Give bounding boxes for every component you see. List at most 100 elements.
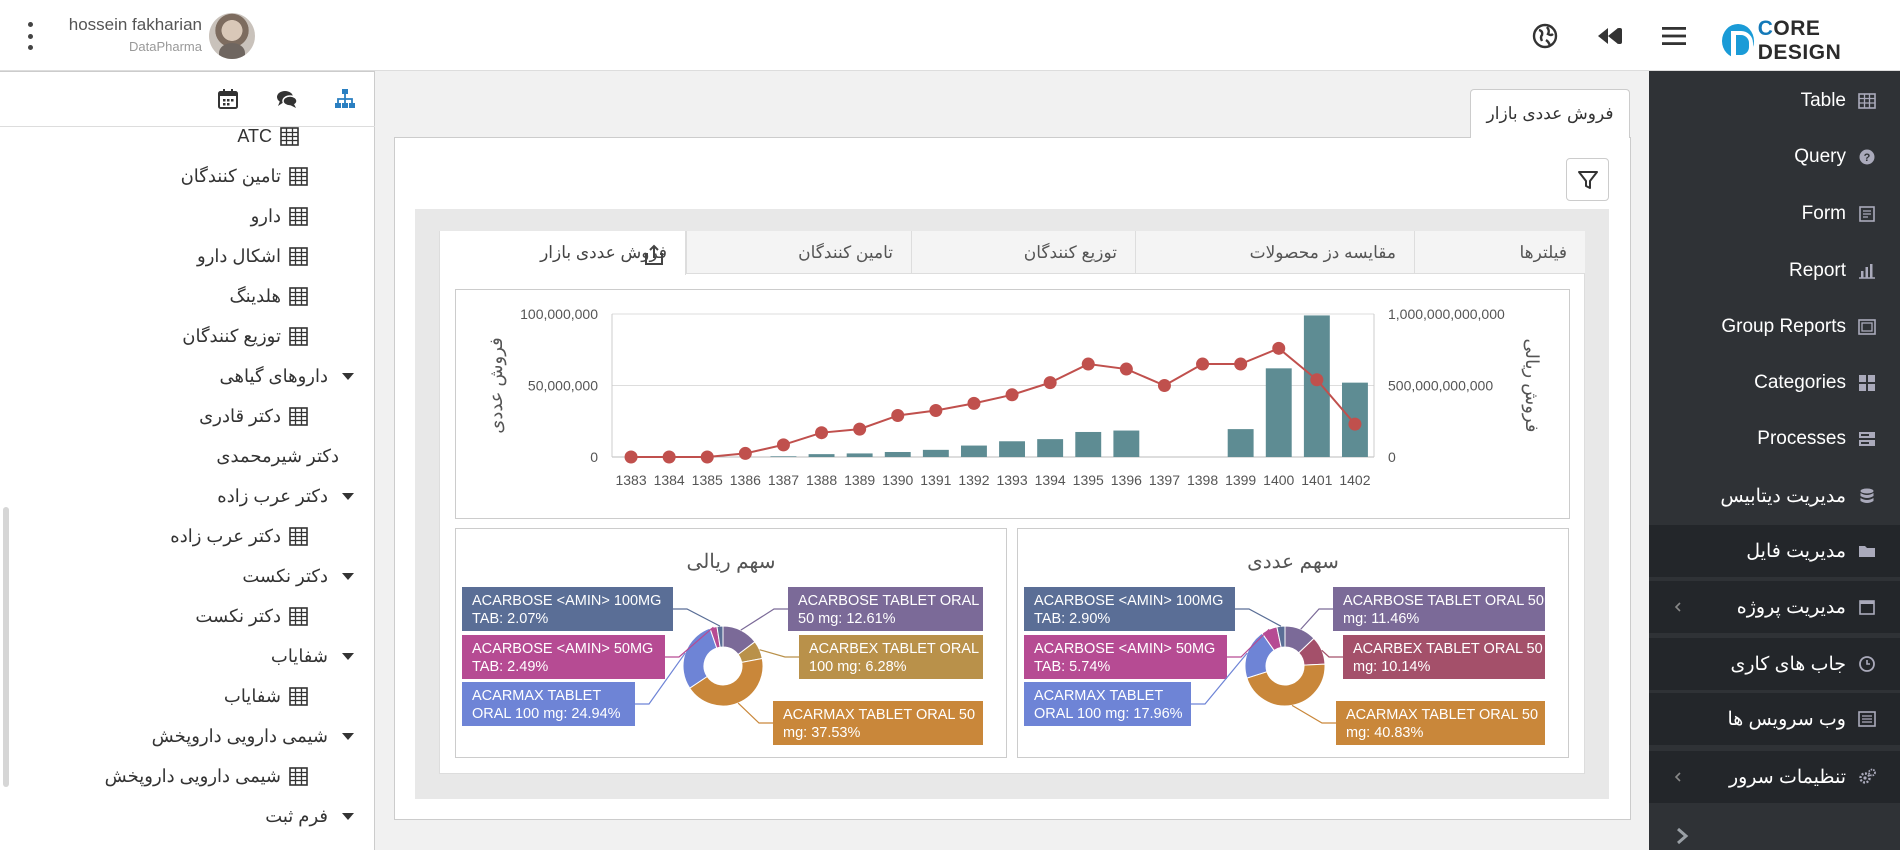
tree-item[interactable]: دکتر نکست [242,563,354,589]
pie-label-line2: ORAL 100 mg: 24.94% [472,706,621,722]
sidebar-expand-icon[interactable] [1671,825,1693,847]
tree-item[interactable]: شفایاب [271,643,354,669]
pie-label-line1: ACARBOSE <AMIN> 50MG [1034,641,1215,657]
caret-down-icon[interactable] [342,652,354,660]
sidebar-item[interactable]: Table [1649,75,1900,127]
y-tick-label-right: 500,000,000,000 [1388,378,1493,394]
sidebar-item-label: Report [1788,260,1846,281]
question-icon: ? [1859,149,1875,165]
pie-leader-line [1191,652,1248,705]
sidebar-item[interactable]: Report [1649,245,1900,297]
tree-item[interactable]: شفایاب [224,683,308,709]
x-tick-label: 1401 [1301,472,1332,488]
count-share-box: سهم عددی ACARBOSE <AMIN> 100MG TAB: 2.90%… [1017,528,1569,758]
tab-dose-compare[interactable]: مقایسه دز محصولات [1135,231,1414,274]
caret-down-icon[interactable] [342,812,354,820]
calendar-icon[interactable] [215,86,241,112]
tree-item-label: توزیع کنندگان [182,325,281,346]
tab-market-sales[interactable]: فروش عددی بازار [439,231,686,275]
tab-distributors[interactable]: توزیع کنندگان [911,231,1135,274]
sitemap-icon[interactable] [332,86,358,112]
brand-name: CORE DESIGN [1757,17,1842,64]
caret-down-icon[interactable] [342,732,354,740]
sidebar-item-label: جاب های کاری [1730,653,1846,675]
chevron-left-icon[interactable] [1671,770,1685,784]
sidebar-item[interactable]: Query? [1649,131,1900,183]
tree-item[interactable]: دارو [251,203,308,229]
bar [884,451,911,457]
bar [1265,368,1292,457]
line-point [853,422,867,436]
tree-item[interactable]: داروهای گیاهی [220,363,354,389]
x-tick-label: 1384 [654,472,685,488]
x-tick-label: 1391 [920,472,951,488]
pie-label-line1: ACARBOSE <AMIN> 100MG [1034,593,1223,609]
rewind-icon[interactable] [1595,22,1625,50]
pie-slice [688,657,764,707]
tab-suppliers[interactable]: تامین کنندگان [686,231,911,274]
tree-item[interactable]: تامین کنندگان [181,163,308,189]
tree-item[interactable]: دکتر نکست [195,603,308,629]
pie-label: ACARMAX TABLET ORAL 100 mg: 17.96% [1024,682,1191,726]
tree-item-label: دارو [250,205,281,226]
avatar[interactable] [209,13,255,59]
pie-label: ACARBOSE <AMIN> 100MG TAB: 2.07% [462,587,673,631]
line-point [738,446,752,460]
tree-item[interactable]: دکتر عرب زاده [170,523,308,549]
share-export-icon[interactable] [643,244,665,266]
tree-item[interactable]: توزیع کنندگان [182,323,308,349]
tree-item[interactable]: شیمی دارویی داروپخش [105,763,308,789]
sidebar-item-label: Table [1800,90,1846,111]
pie-label-box [1343,635,1545,679]
sidebar-item[interactable]: Form [1649,188,1900,240]
pie-label-line1: ACARBOSE <AMIN> 50MG [472,641,653,657]
chat-icon[interactable] [274,86,300,112]
left-panel-toolbar [0,71,375,127]
brand-logo[interactable]: CORE DESIGN [1722,17,1900,65]
sidebar-item[interactable]: Group Reports [1649,301,1900,353]
tree-item[interactable]: دکتر قادری [199,403,308,429]
sidebar-item[interactable]: تنظیمات سرور [1649,751,1900,803]
tree-item[interactable]: دکتر عرب زاده [217,483,354,509]
sidebar-item[interactable]: وب سرویس ها [1649,693,1900,745]
page-tab[interactable]: فروش عددی بازار [1470,89,1630,138]
tree-item[interactable]: اشکال دارو [197,243,308,269]
sidebar-item[interactable]: مدیریت پروژه [1649,581,1900,633]
tree-scrollbar[interactable] [3,507,9,787]
x-tick-label: 1393 [996,472,1027,488]
y-tick-label-right: 1,000,000,000,000 [1388,306,1505,322]
line-point [929,404,943,418]
table-icon [1858,93,1876,109]
folder-icon [1859,546,1875,557]
tree-item[interactable]: فرم ثبت [265,803,354,829]
caret-down-icon[interactable] [342,492,354,500]
server-icon [1859,432,1875,446]
line-point [1272,341,1286,355]
tree-item[interactable]: شیمی دارویی داروپخش [152,723,354,749]
pie-label-line1: ACARBOSE TABLET ORAL [798,593,979,609]
tree-item-label: اشکال دارو [197,245,281,266]
caret-down-icon[interactable] [342,372,354,380]
more-menu-icon[interactable] [22,22,38,50]
user-info[interactable]: hossein fakharian DataPharma [62,14,202,56]
grid-icon [289,286,308,306]
globe-icon[interactable] [1530,22,1560,50]
sidebar-item-label: Form [1801,203,1846,224]
filter-button[interactable] [1566,158,1609,201]
sidebar-item[interactable]: Processes [1649,413,1900,465]
hamburger-menu-icon[interactable] [1659,22,1689,50]
pie-slice [1246,663,1326,707]
sidebar-item[interactable]: جاب های کاری [1649,638,1900,690]
tree-item[interactable]: دکتر شیرمحمدی [216,443,339,469]
line-point [815,426,829,440]
chevron-left-icon[interactable] [1671,600,1685,614]
sidebar-item[interactable]: مدیریت دیتابیس [1649,470,1900,522]
sidebar-item[interactable]: مدیریت فایل [1649,525,1900,577]
tree-item[interactable]: ATC [237,123,299,149]
pie-label-box [462,682,635,726]
tree-item[interactable]: هلدینگ [230,283,308,309]
tab-filters[interactable]: فیلترها [1414,231,1585,274]
x-tick-label: 1388 [806,472,837,488]
sidebar-item[interactable]: Categories [1649,357,1900,409]
caret-down-icon[interactable] [342,572,354,580]
